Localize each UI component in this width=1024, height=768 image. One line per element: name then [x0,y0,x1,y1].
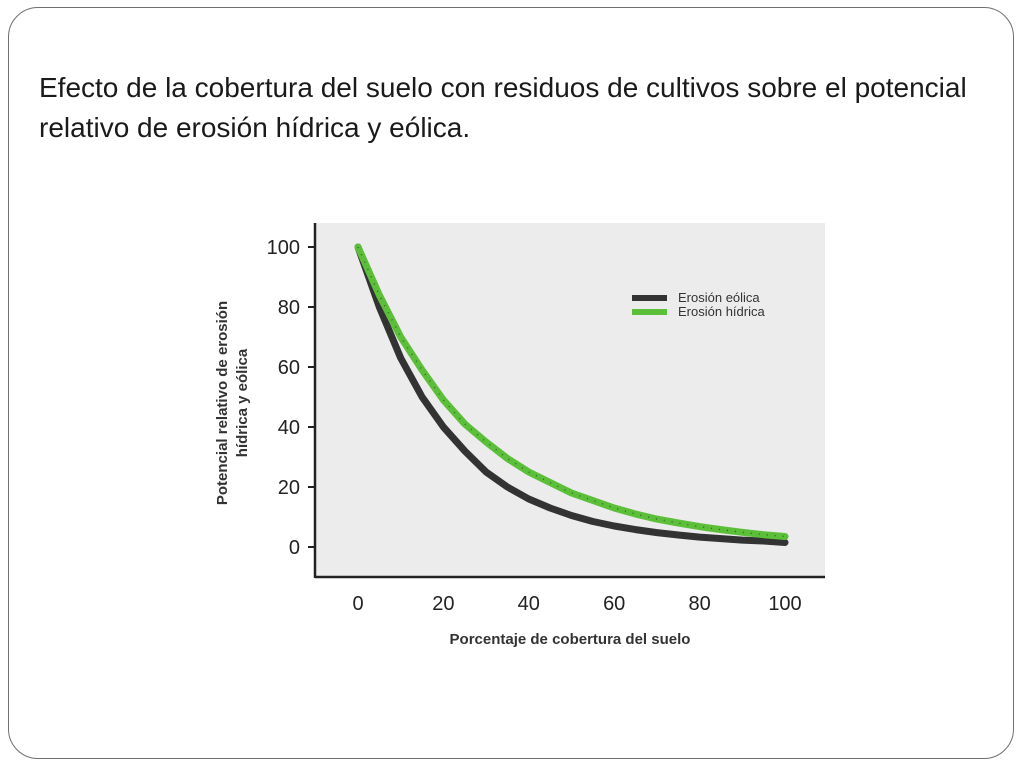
y-tick-label: 40 [278,417,300,439]
x-tick-label: 0 [352,593,363,615]
x-tick-label: 80 [688,593,710,615]
y-tick-label: 100 [267,237,300,259]
y-axis-title-line2: hídrica y eólica [234,348,251,457]
y-tick-label: 60 [278,357,300,379]
x-tick-label: 60 [603,593,625,615]
series-layer [354,243,789,546]
erosion-chart: 0 20 40 60 80 100 0 20 40 60 80 100 Erosión eólica… [214,223,825,648]
x-ticks: 0 20 40 60 80 100 [352,593,801,615]
y-ticks: 0 20 40 60 80 100 [267,237,315,559]
y-tick-label: 0 [289,537,300,559]
x-tick-label: 20 [432,593,454,615]
x-tick-label: 100 [768,593,801,615]
plot-background [315,223,825,578]
y-tick-label: 20 [278,477,300,499]
slide-title: Efecto de la cobertura del suelo con res… [39,72,967,143]
x-axis-title: Porcentaje de cobertura del suelo [450,631,691,648]
series-line-erosion-hidrica [354,243,789,540]
y-tick-label: 80 [278,297,300,319]
legend-label: Erosión eólica [678,290,760,305]
x-tick-label: 40 [518,593,540,615]
legend-label: Erosión hídrica [678,304,765,319]
y-axis-title-line1: Potencial relativo de erosión [214,301,231,505]
series-line-erosion-eolica [354,243,789,546]
